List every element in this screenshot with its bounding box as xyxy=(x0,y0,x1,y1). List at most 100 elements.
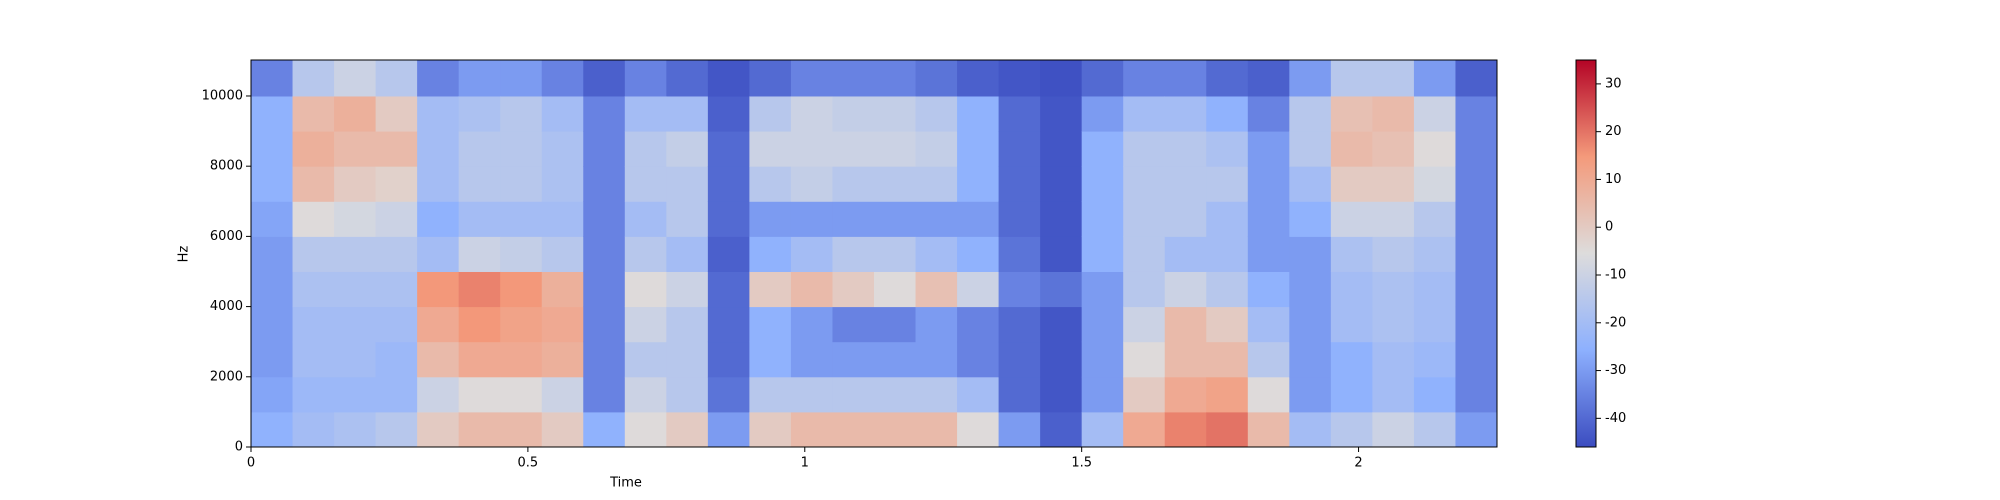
heatmap-cell xyxy=(1289,376,1332,413)
heatmap-cell xyxy=(1247,131,1290,167)
heatmap-cell xyxy=(500,131,543,167)
heatmap-cell xyxy=(251,376,294,413)
heatmap-cell xyxy=(541,60,584,97)
heatmap-cell xyxy=(1455,236,1498,272)
heatmap-cell xyxy=(1081,341,1124,378)
heatmap-cell xyxy=(417,60,460,97)
heatmap-cell xyxy=(417,131,460,167)
heatmap-cell xyxy=(1372,411,1415,448)
heatmap-cell xyxy=(500,236,543,272)
heatmap-cell xyxy=(583,306,626,343)
heatmap-cell xyxy=(292,341,335,378)
heatmap-cell xyxy=(541,341,584,378)
heatmap-cell xyxy=(915,131,958,167)
heatmap-cell xyxy=(375,60,418,97)
y-tick-label: 8000 xyxy=(210,159,243,174)
heatmap-cell xyxy=(500,95,543,132)
heatmap-cell xyxy=(334,306,377,343)
heatmap-cell xyxy=(334,411,377,448)
heatmap-cell xyxy=(334,341,377,378)
heatmap-cell xyxy=(957,376,1000,413)
heatmap-cell xyxy=(1372,166,1415,202)
heatmap-cell xyxy=(1040,236,1083,272)
heatmap-cell xyxy=(500,271,543,308)
heatmap-cell xyxy=(375,131,418,167)
heatmap-cell xyxy=(624,411,667,448)
x-tick-label: 1 xyxy=(801,456,809,471)
heatmap-cell xyxy=(1247,306,1290,343)
heatmap-cell xyxy=(375,236,418,272)
x-tick-label: 0.5 xyxy=(518,456,539,471)
colorbar-tick-label: 0 xyxy=(1605,220,1613,235)
heatmap-cell xyxy=(666,60,709,97)
heatmap-cell xyxy=(500,306,543,343)
heatmap-cell xyxy=(666,95,709,132)
heatmap-cell xyxy=(1455,131,1498,167)
heatmap-cell xyxy=(417,201,460,237)
heatmap-cell xyxy=(998,166,1041,202)
heatmap-cell xyxy=(1372,376,1415,413)
heatmap-cell xyxy=(1247,376,1290,413)
heatmap-cell xyxy=(624,60,667,97)
heatmap-cell xyxy=(1330,271,1373,308)
heatmap-cell xyxy=(334,166,377,202)
heatmap-cell xyxy=(292,306,335,343)
heatmap-cell xyxy=(1455,166,1498,202)
heatmap-cell xyxy=(790,60,833,97)
heatmap-cell xyxy=(1330,131,1373,167)
heatmap-cell xyxy=(1081,131,1124,167)
heatmap-cell xyxy=(500,201,543,237)
heatmap-cell xyxy=(874,95,917,132)
heatmap-cell xyxy=(1413,411,1456,448)
heatmap-cell xyxy=(334,60,377,97)
heatmap-cell xyxy=(583,201,626,237)
heatmap-cell xyxy=(1413,201,1456,237)
heatmap-cell xyxy=(1455,271,1498,308)
heatmap-cell xyxy=(375,341,418,378)
colorbar-tick-label: 10 xyxy=(1605,172,1622,187)
heatmap-cell xyxy=(790,271,833,308)
heatmap-cell xyxy=(583,411,626,448)
heatmap-cell xyxy=(998,376,1041,413)
heatmap-cell xyxy=(707,166,750,202)
heatmap-cell xyxy=(915,236,958,272)
heatmap-cell xyxy=(1372,201,1415,237)
heatmap-cell xyxy=(1413,376,1456,413)
colorbar-tick-label: -40 xyxy=(1605,411,1626,426)
heatmap-cell xyxy=(1164,60,1207,97)
heatmap-cell xyxy=(915,95,958,132)
heatmap-cell xyxy=(583,131,626,167)
heatmap-cell xyxy=(915,341,958,378)
heatmap-cell xyxy=(1247,201,1290,237)
heatmap-cell xyxy=(666,131,709,167)
heatmap-cell xyxy=(915,411,958,448)
y-tick-label: 2000 xyxy=(210,369,243,384)
heatmap-cell xyxy=(1040,376,1083,413)
heatmap-cell xyxy=(666,236,709,272)
heatmap-cell xyxy=(1164,376,1207,413)
heatmap-cell xyxy=(458,306,501,343)
heatmap-cell xyxy=(707,131,750,167)
heatmap-cell xyxy=(874,306,917,343)
heatmap-cell xyxy=(624,131,667,167)
heatmap-cell xyxy=(666,306,709,343)
heatmap-cell xyxy=(1330,95,1373,132)
heatmap-cell xyxy=(666,376,709,413)
heatmap-cell xyxy=(624,201,667,237)
plot-frame xyxy=(250,59,1498,448)
heatmap-cell xyxy=(874,60,917,97)
heatmap-cell xyxy=(957,271,1000,308)
heatmap-cell xyxy=(500,341,543,378)
heatmap-cell xyxy=(1413,60,1456,97)
heatmap-cell xyxy=(1123,131,1166,167)
heatmap-cell xyxy=(832,341,875,378)
heatmap-cell xyxy=(1455,341,1498,378)
heatmap-cell xyxy=(1289,166,1332,202)
heatmap-cell xyxy=(458,60,501,97)
heatmap-cell xyxy=(624,341,667,378)
heatmap-cell xyxy=(666,166,709,202)
heatmap-cell xyxy=(1330,60,1373,97)
heatmap-cell xyxy=(749,341,792,378)
heatmap-cell xyxy=(375,306,418,343)
